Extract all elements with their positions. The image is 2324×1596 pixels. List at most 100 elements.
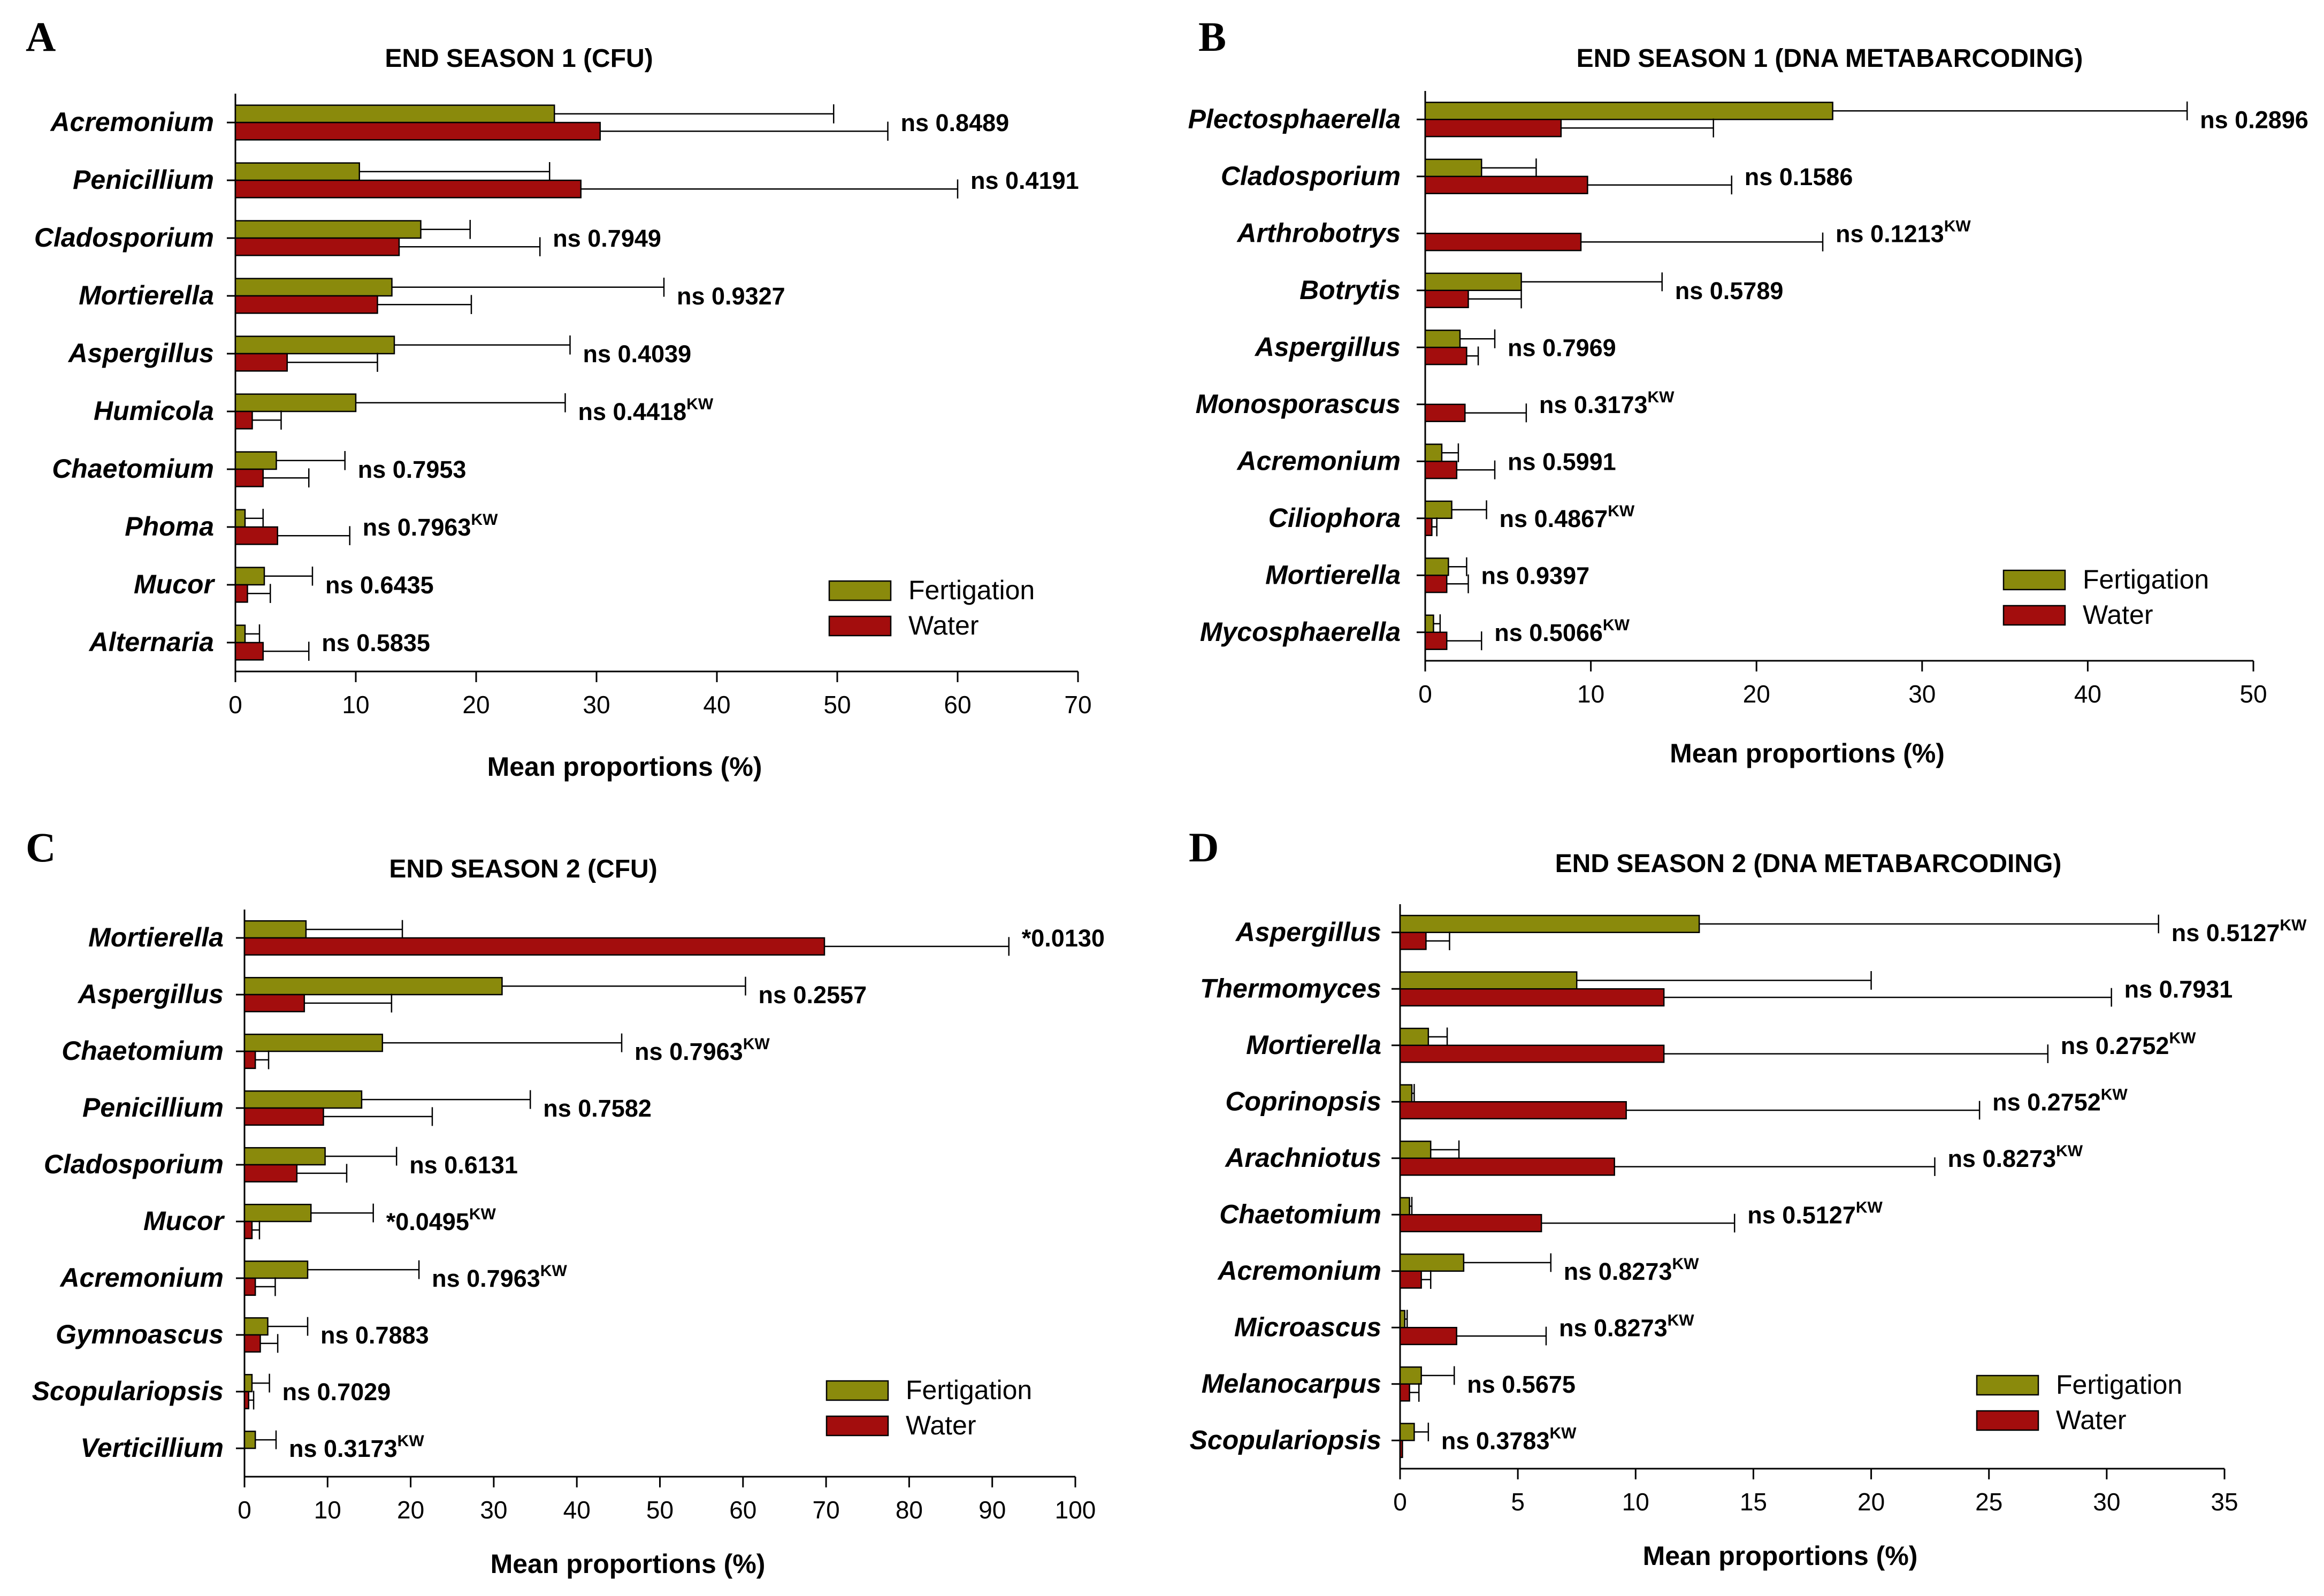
fertigation-bar: [1399, 1197, 1410, 1216]
significance-label: ns 0.3173KW: [1539, 388, 1675, 418]
significance-label: ns 0.7582: [543, 1095, 652, 1122]
p-value: ns 0.5835: [322, 629, 430, 656]
water-bar: [1399, 988, 1665, 1007]
significance-label: ns 0.7883: [320, 1322, 429, 1349]
category-label: Plectosphaerella: [1188, 104, 1401, 134]
significance-label: ns 0.8489: [901, 109, 1010, 136]
water-bar: [234, 584, 248, 603]
x-tick-label: 0: [1393, 1488, 1407, 1516]
category-label: Cladosporium: [34, 223, 214, 253]
category-label: Mortierella: [79, 280, 214, 310]
panel-title: END SEASON 2 (CFU): [389, 855, 657, 883]
fertigation-bar: [1399, 1253, 1465, 1272]
category-label: Mortierella: [1265, 560, 1401, 590]
kw-superscript: KW: [1944, 217, 1971, 235]
panel-c: C END SEASON 2 (CFU) 0 10 20 30 40 50 60 70 80 90 10…: [26, 824, 1105, 1579]
water-bar: [243, 1277, 256, 1296]
x-tick-label: 20: [1743, 680, 1770, 708]
legend-swatch-water: [825, 1415, 889, 1437]
x-tick-label: 10: [342, 691, 369, 719]
fertigation-bar: [243, 1090, 363, 1109]
kw-superscript: KW: [2169, 1029, 2196, 1047]
p-value: ns 0.9397: [1481, 562, 1589, 589]
water-bar: [1424, 289, 1469, 308]
kw-superscript: KW: [1608, 502, 1635, 520]
p-value: ns 0.7949: [553, 225, 661, 252]
p-value: ns 0.5789: [1675, 277, 1784, 304]
x-tick-label: 30: [480, 1496, 507, 1524]
category-label: Melanocarpus: [1202, 1369, 1381, 1399]
water-bar: [1399, 1383, 1410, 1402]
category-label: Ciliophora: [1268, 503, 1401, 533]
significance-label: ns 0.2557: [758, 981, 867, 1009]
category-label: Mortierella: [88, 922, 224, 952]
kw-superscript: KW: [1603, 616, 1630, 634]
kw-superscript: KW: [1549, 1424, 1577, 1442]
legend: Fertigation Water: [828, 575, 1035, 640]
category-label: Acremonium: [1236, 446, 1401, 476]
legend-swatch-fertigation: [2002, 569, 2066, 591]
p-value: ns 0.3173: [289, 1435, 397, 1462]
p-value: ns 0.5127: [2172, 919, 2280, 946]
water-bar: [1399, 1270, 1422, 1289]
significance-label: ns 0.5789: [1675, 277, 1784, 304]
fertigation-bar: [234, 393, 357, 413]
fertigation-bar: [1399, 1366, 1422, 1385]
significance-label: ns 0.7029: [282, 1378, 391, 1406]
water-bar: [234, 237, 400, 256]
significance-label: ns 0.2896: [2200, 106, 2308, 133]
fertigation-bar: [243, 1260, 309, 1279]
fertigation-bar: [1424, 102, 1833, 120]
category-label: Chaetomium: [62, 1036, 224, 1066]
x-tick-label: 30: [1908, 680, 1936, 708]
category-label: Mortierella: [1246, 1030, 1381, 1060]
kw-superscript: KW: [686, 395, 714, 413]
fertigation-bar: [1399, 971, 1578, 990]
category-label: Chaetomium: [1219, 1199, 1381, 1229]
x-tick-label: 100: [1055, 1496, 1096, 1524]
panel-letter: C: [26, 824, 56, 870]
p-value: ns 0.4039: [583, 340, 692, 368]
p-value: *0.0130: [1022, 925, 1105, 952]
significance-label: ns 0.2752KW: [1992, 1086, 2128, 1116]
panel-letter: A: [26, 13, 56, 60]
kw-superscript: KW: [1856, 1198, 1883, 1216]
x-tick-label: 80: [896, 1496, 923, 1524]
fertigation-bar: [234, 162, 360, 181]
category-label: Chaetomium: [52, 454, 214, 484]
category-label: Aspergillus: [1254, 332, 1401, 362]
water-bar: [1399, 1440, 1403, 1458]
x-tick-label: 50: [823, 691, 851, 719]
x-tick-label: 50: [2239, 680, 2267, 708]
panel-letter: D: [1189, 824, 1219, 870]
significance-label: ns 0.5675: [1467, 1371, 1576, 1398]
p-value: ns 0.1586: [1745, 163, 1853, 190]
legend-swatch-fertigation: [825, 1380, 889, 1401]
category-label: Gymnoascus: [56, 1319, 224, 1349]
kw-superscript: KW: [2056, 1142, 2083, 1160]
category-label: Acremonium: [1217, 1256, 1381, 1286]
panel-title: END SEASON 1 (CFU): [385, 44, 653, 73]
fertigation-bar: [243, 1033, 384, 1052]
water-bar: [1424, 119, 1562, 138]
significance-label: ns 0.7953: [358, 456, 467, 483]
panel-title: END SEASON 2 (DNA METABARCODING): [1555, 850, 2062, 878]
p-value: ns 0.7883: [320, 1322, 429, 1349]
fertigation-bar: [1399, 1140, 1432, 1159]
water-bar: [1424, 461, 1458, 479]
x-tick-label: 70: [1064, 691, 1091, 719]
fertigation-bar: [234, 220, 422, 239]
water-bar: [1399, 1327, 1457, 1346]
significance-label: ns 0.8273KW: [1947, 1142, 2083, 1172]
fertigation-bar: [1424, 500, 1452, 519]
fertigation-bar: [234, 567, 265, 586]
significance-label: ns 0.7949: [553, 225, 661, 252]
p-value: ns 0.6435: [325, 571, 434, 599]
x-tick-label: 25: [1975, 1488, 2002, 1516]
fertigation-bar: [243, 920, 307, 939]
fertigation-bar: [243, 1317, 269, 1336]
x-tick-label: 30: [583, 691, 610, 719]
p-value: ns 0.7029: [282, 1378, 391, 1406]
water-bar: [243, 1391, 250, 1410]
